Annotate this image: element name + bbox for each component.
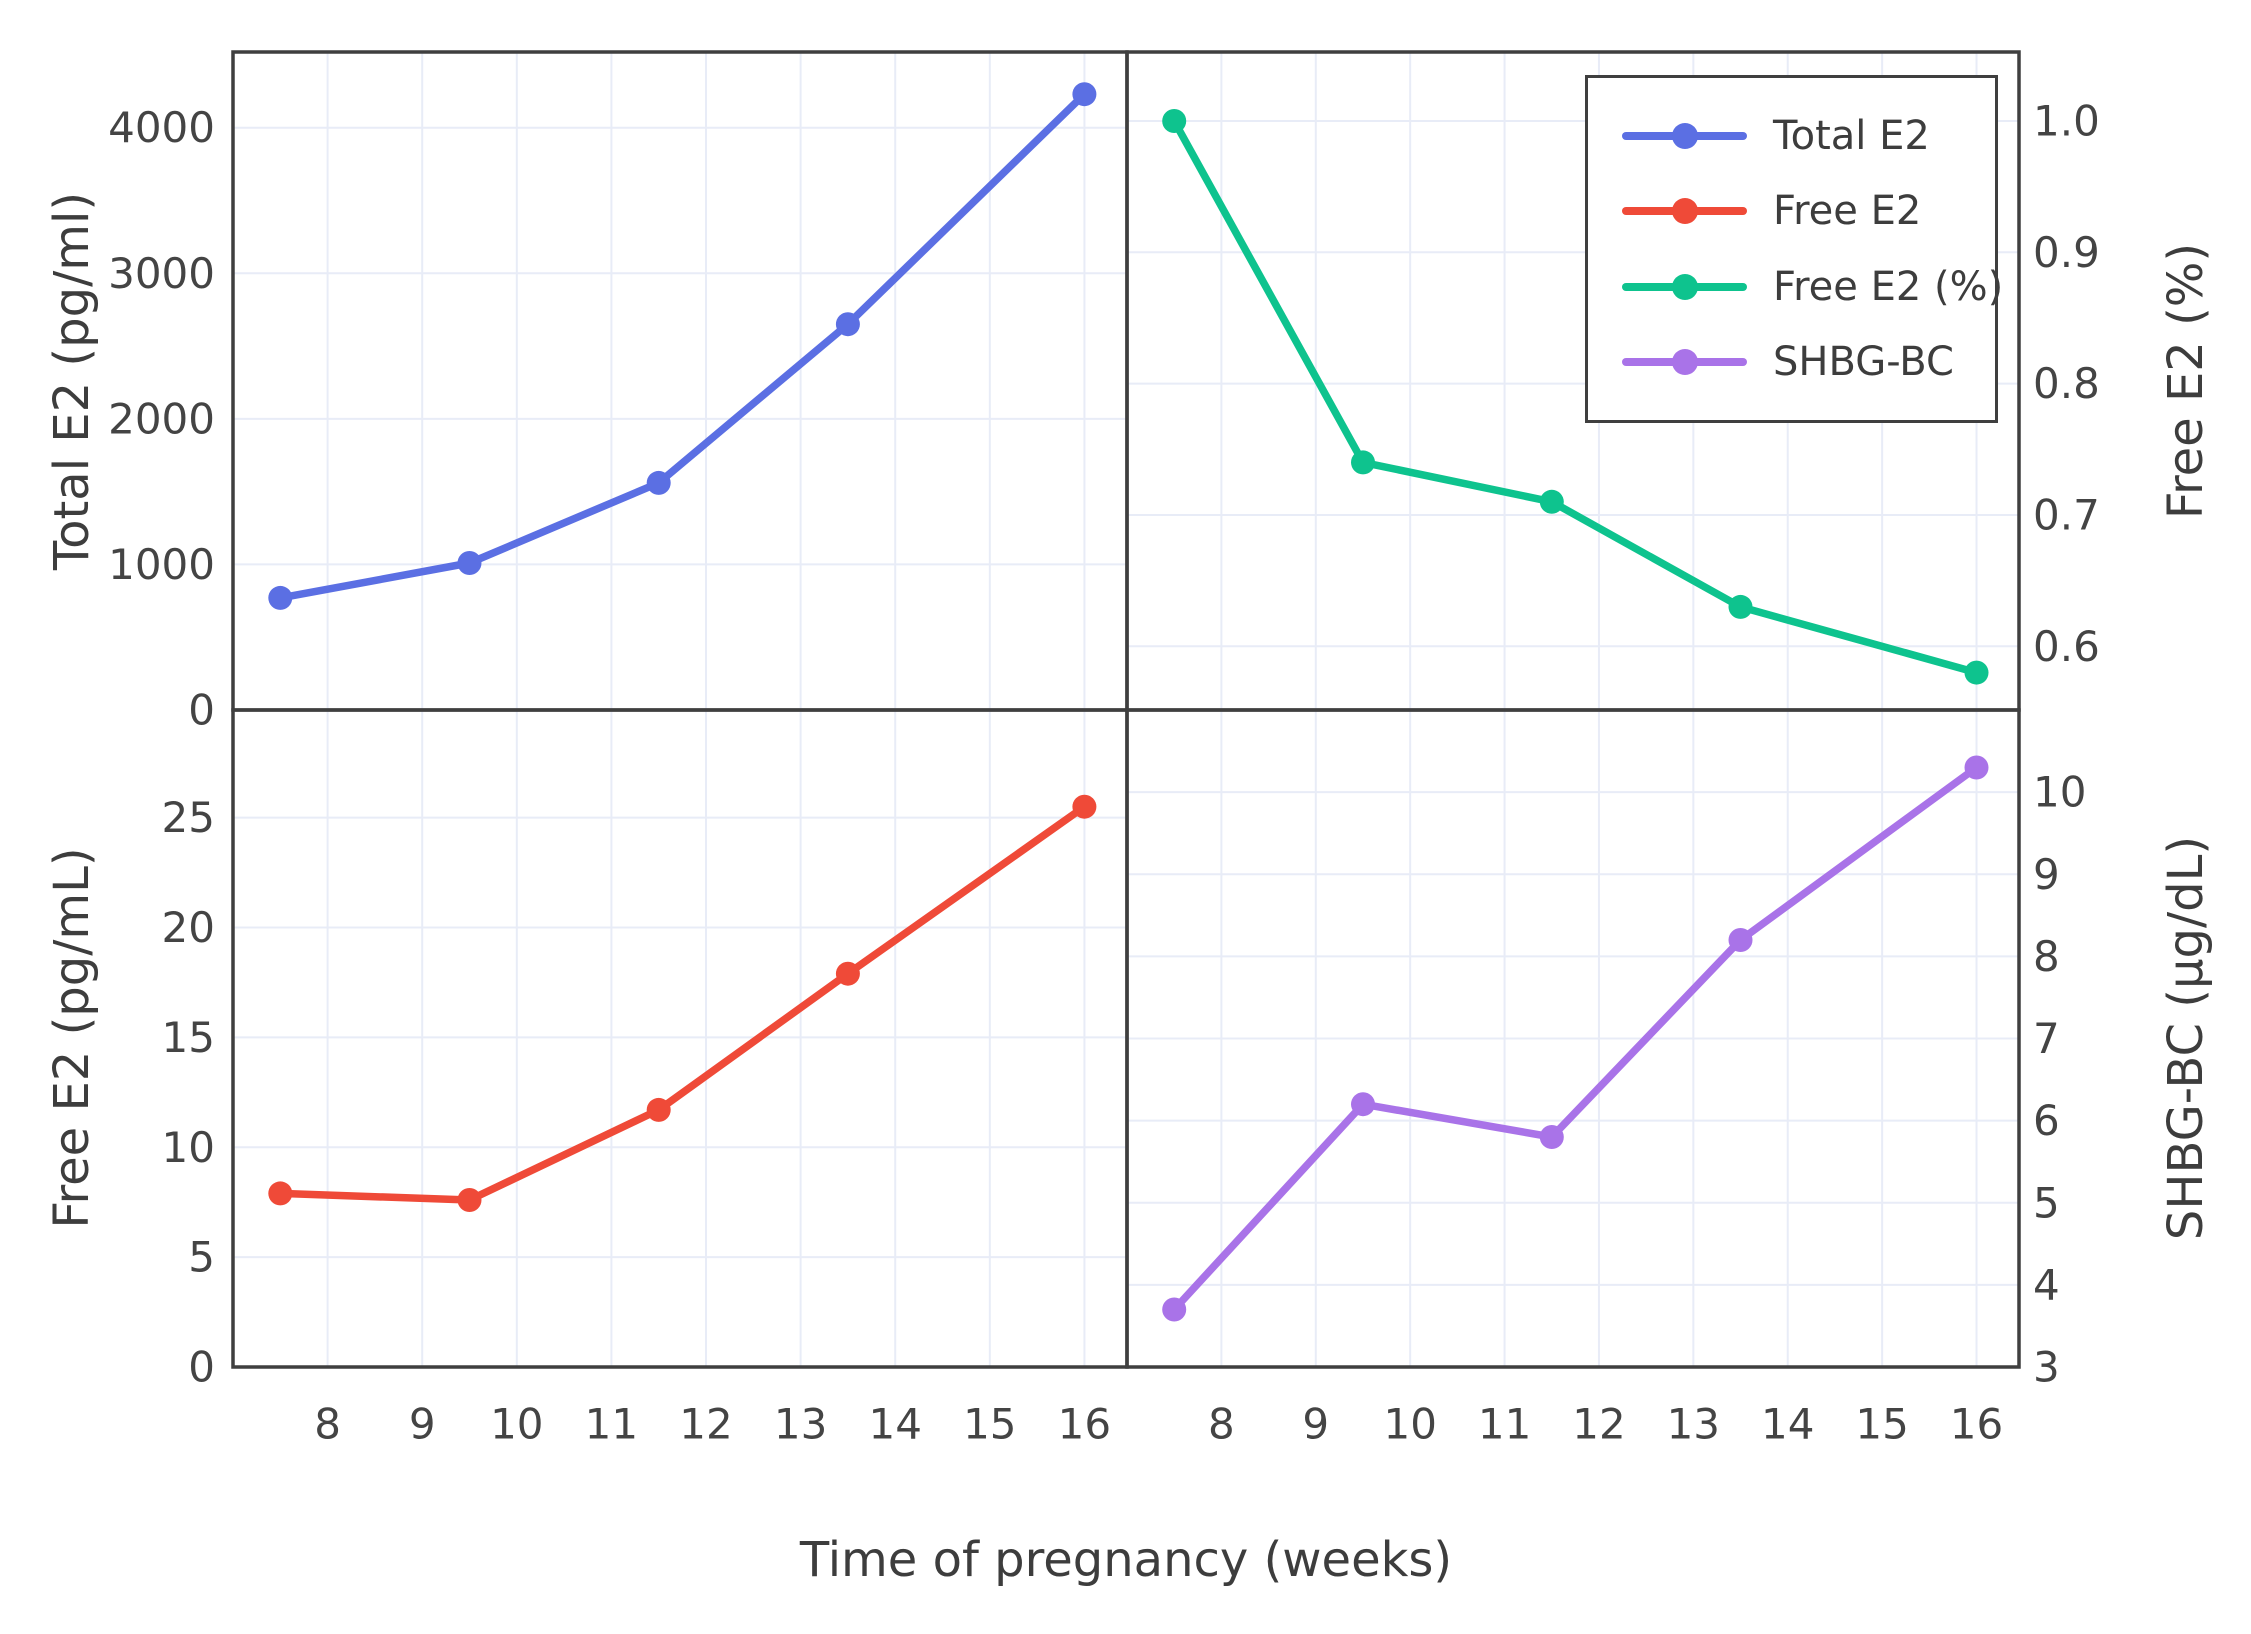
x-tick-label: 13 [1667,1400,1720,1449]
x-tick-label: 15 [1855,1400,1908,1449]
data-point-shbg-bc [1351,1092,1375,1117]
legend-line-marker-free-e2 [1622,198,1747,225]
y-tick-label: 1000 [108,540,215,589]
series-line-free-e2 [276,802,1089,1204]
y-tick-label: 8 [2033,932,2060,981]
y-tick-label: 3000 [108,249,215,298]
y-tick-label: 10 [2033,768,2086,817]
y-tick-label: 0.8 [2033,359,2100,408]
legend-line-marker-free-e2-pct [1622,273,1747,300]
data-point-free-e2-pct [1162,109,1187,133]
data-point-total-e2 [1072,82,1097,107]
data-point-free-e2-pct [1964,660,1989,685]
series-line-total-e2 [276,90,1089,602]
data-point-shbg-bc [1728,928,1753,952]
y-axis-title-free-e2: Free E2 (pg/mL) [44,847,100,1229]
legend-label-free-e2: Free E2 [1773,188,1922,235]
x-tick-label: 8 [1208,1400,1235,1449]
y-axis-title-shbg-bc: SHBG-BC (µg/dL) [2158,835,2214,1241]
panel-border-bottom-left [231,708,1129,1369]
legend-item-free-e2-pct: Free E2 (%) [1622,264,2003,310]
x-tick-label: 16 [1058,1400,1111,1449]
x-tick-label: 10 [1383,1400,1436,1449]
data-point-free-e2 [268,1181,293,1206]
y-axis-title-total-e2: Total E2 (pg/ml) [44,191,100,571]
y-tick-label: 4000 [108,103,215,152]
data-point-free-e2 [835,961,860,986]
data-point-free-e2-pct [1539,489,1564,514]
x-tick-label: 11 [1478,1400,1531,1449]
y-axis-title-free-e2-pct: Free E2 (%) [2158,242,2214,520]
y-tick-label: 25 [162,793,215,842]
y-tick-label: 0.7 [2033,491,2100,540]
y-tick-label: 1.0 [2033,97,2100,146]
y-tick-label: 9 [2033,850,2060,899]
y-tick-label: 4 [2033,1260,2060,1309]
x-tick-label: 8 [314,1400,341,1449]
x-axis-title: Time of pregnancy (weeks) [799,1532,1453,1588]
x-tick-label: 9 [1302,1400,1329,1449]
legend-item-total-e2: Total E2 [1622,113,1995,159]
legend-line-marker-total-e2 [1622,123,1747,150]
panel-border-top-left [231,50,1129,712]
y-tick-label: 5 [188,1233,215,1282]
data-point-free-e2-pct [1351,450,1375,475]
x-tick-label: 12 [679,1400,732,1449]
panel-border-bottom-right [1125,708,2021,1369]
data-point-total-e2 [457,551,482,575]
x-tick-label: 9 [409,1400,436,1449]
x-tick-label: 13 [774,1400,827,1449]
y-tick-label: 3 [2033,1343,2060,1392]
data-point-total-e2 [835,312,860,337]
y-tick-label: 7 [2033,1014,2060,1063]
y-tick-label: 0.9 [2033,228,2100,277]
legend-item-shbg-bc: SHBG-BC [1622,339,1995,385]
data-point-shbg-bc [1162,1297,1187,1322]
legend-label-total-e2: Total E2 [1773,113,1930,160]
data-point-shbg-bc [1539,1125,1564,1149]
legend-line-marker-shbg-bc [1622,348,1747,375]
x-tick-label: 14 [1761,1400,1814,1449]
legend-label-free-e2-pct: Free E2 (%) [1773,263,2004,310]
y-tick-label: 15 [162,1013,215,1062]
x-tick-label: 15 [963,1400,1016,1449]
data-point-free-e2 [1072,794,1097,819]
y-tick-label: 2000 [108,394,215,443]
data-point-free-e2 [457,1188,482,1212]
y-tick-label: 6 [2033,1096,2060,1145]
x-tick-label: 14 [868,1400,921,1449]
x-tick-label: 16 [1950,1400,2003,1449]
x-tick-label: 12 [1572,1400,1625,1449]
y-tick-label: 0.6 [2033,622,2100,671]
y-tick-label: 10 [162,1123,215,1172]
legend: Total E2 Free E2 Free E2 (%) SHBG-BC [1585,75,2003,423]
legend-label-shbg-bc: SHBG-BC [1773,338,1954,385]
data-point-free-e2-pct [1728,594,1753,619]
data-point-shbg-bc [1964,755,1989,780]
data-point-total-e2 [268,585,293,610]
x-tick-label: 11 [585,1400,638,1449]
y-tick-label: 0 [188,1343,215,1392]
x-tick-label: 10 [490,1400,543,1449]
y-tick-label: 20 [162,903,215,952]
data-point-free-e2 [646,1097,671,1122]
legend-item-free-e2: Free E2 [1622,188,1995,234]
y-tick-label: 5 [2033,1178,2060,1227]
data-point-total-e2 [646,470,671,495]
y-tick-label: 0 [188,686,215,735]
